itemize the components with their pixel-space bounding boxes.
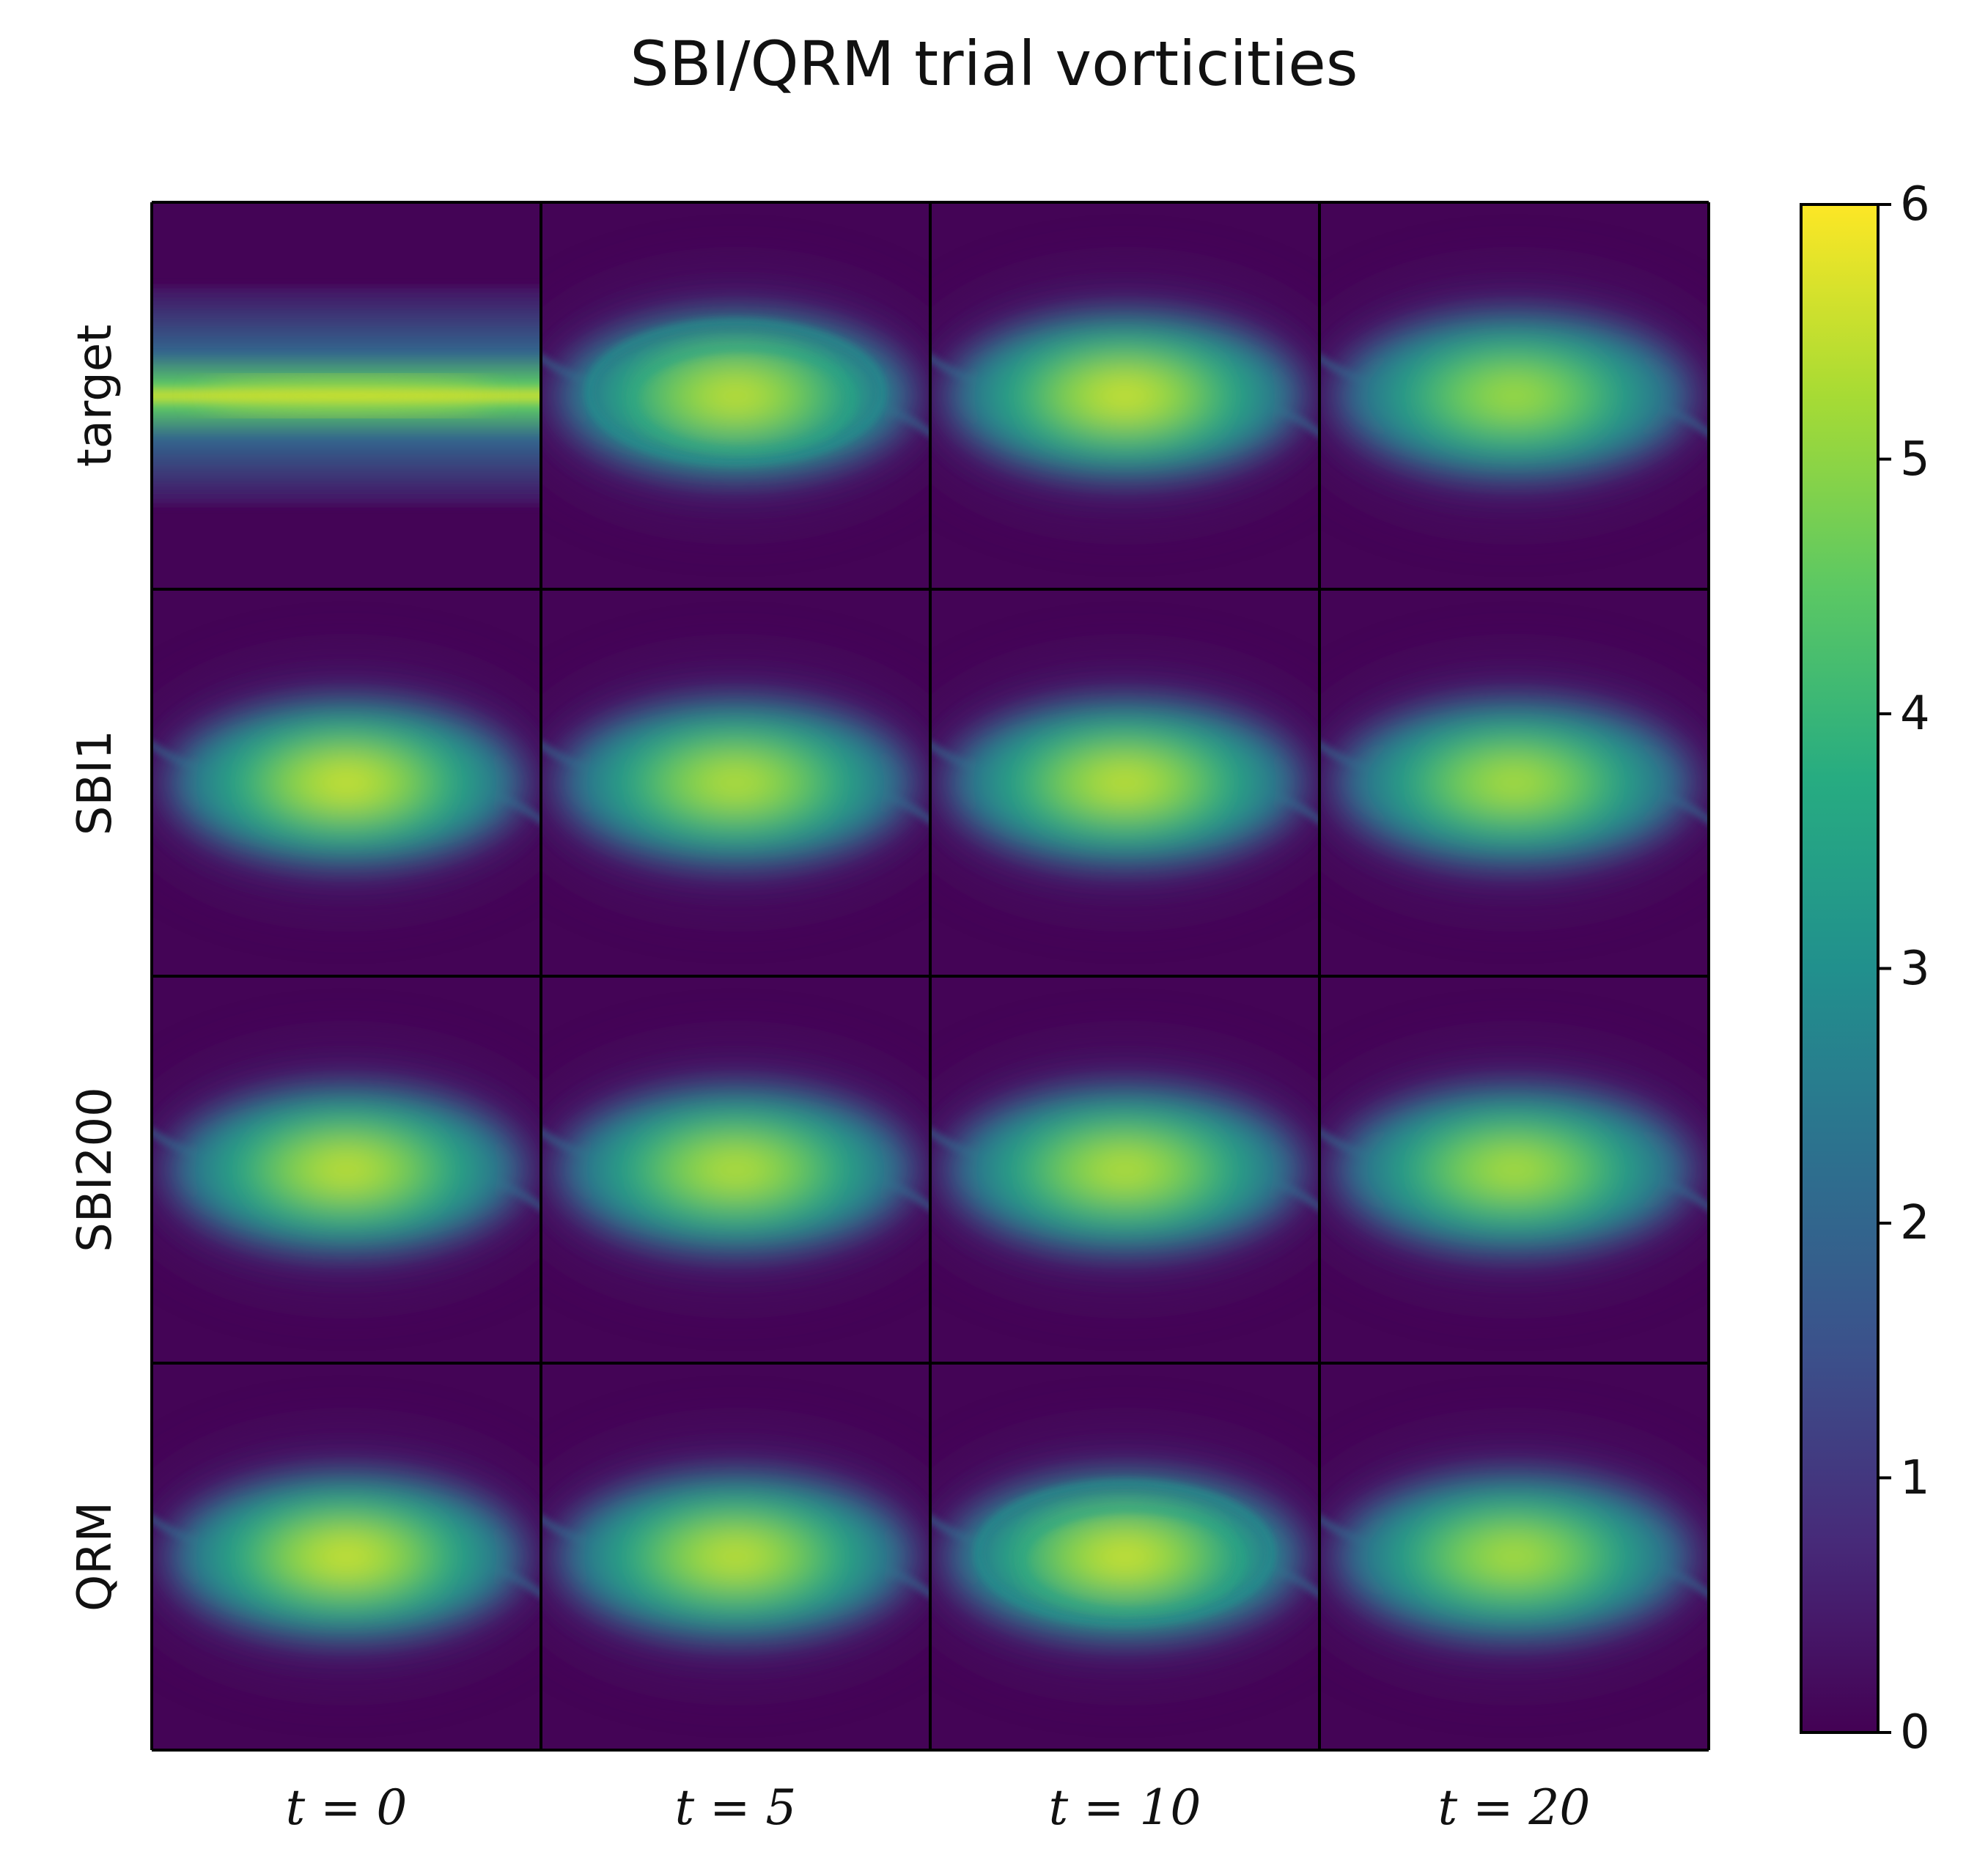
- vorticity-panel-0-3: [1319, 202, 1709, 589]
- column-label: t = 20: [1437, 1779, 1591, 1836]
- colorbar: [1800, 203, 1891, 1734]
- row-label: QRM: [68, 1501, 122, 1612]
- colorbar-tick-label: 4: [1900, 687, 1930, 741]
- vortex-core: [163, 1469, 530, 1645]
- vortex-core: [1330, 695, 1698, 871]
- spiral-arm: [1019, 1506, 1245, 1614]
- colorbar-tick-label: 0: [1900, 1705, 1930, 1760]
- vortex-core: [163, 695, 530, 871]
- column-label: t = 10: [1048, 1779, 1201, 1836]
- vorticity-panel-2-2: [930, 976, 1319, 1363]
- vorticity-panel-3-1: [541, 1363, 930, 1750]
- vorticity-panel-0-1: [541, 202, 930, 589]
- vorticity-panel-2-3: [1319, 976, 1709, 1363]
- vorticity-panel-0-2: [930, 202, 1319, 589]
- vortex-core: [1330, 308, 1698, 484]
- vortex-core: [1330, 1469, 1698, 1645]
- vortex-core: [941, 695, 1308, 871]
- spiral-arm: [630, 345, 856, 454]
- vorticity-panel-1-3: [1319, 589, 1709, 976]
- vortex-core: [163, 1082, 530, 1258]
- vortex-core: [552, 1469, 919, 1645]
- vorticity-panel-3-2: [930, 1363, 1319, 1750]
- vorticity-panel-2-1: [541, 976, 930, 1363]
- vorticity-panel-1-0: [152, 589, 541, 976]
- colorbar-gradient: [1800, 203, 1880, 1734]
- vorticity-panel-3-0: [152, 1363, 541, 1750]
- colorbar-tick-label: 1: [1900, 1450, 1930, 1505]
- vortex-core: [552, 695, 919, 871]
- vorticity-panel-0-0: [152, 202, 541, 589]
- vortex-core: [1330, 1082, 1698, 1258]
- colorbar-tick-label: 2: [1900, 1196, 1930, 1250]
- vorticity-panel-3-3: [1319, 1363, 1709, 1750]
- vorticity-panel-2-0: [152, 976, 541, 1363]
- vortex-core: [552, 1082, 919, 1258]
- vortex-core: [941, 1082, 1308, 1258]
- vortex-core: [941, 1469, 1308, 1645]
- vortex-core: [552, 308, 919, 484]
- vortex-core: [941, 308, 1308, 484]
- spiral-arm: [586, 319, 886, 465]
- row-label: SBI200: [68, 1087, 122, 1252]
- spiral-arm: [975, 1480, 1275, 1626]
- colorbar-tick-label: 6: [1900, 177, 1930, 232]
- row-label: target: [68, 324, 122, 468]
- panel-grid: [150, 201, 1710, 1752]
- column-label: t = 5: [674, 1779, 797, 1836]
- column-label: t = 0: [285, 1779, 408, 1836]
- band-core: [199, 380, 493, 412]
- vorticity-panel-1-1: [541, 589, 930, 976]
- chart-title: SBI/QRM trial vorticities: [630, 28, 1358, 100]
- colorbar-tick-label: 5: [1900, 432, 1930, 487]
- vorticity-panel-1-2: [930, 589, 1319, 976]
- colorbar-tick-label: 3: [1900, 941, 1930, 996]
- row-label: SBI1: [68, 729, 122, 836]
